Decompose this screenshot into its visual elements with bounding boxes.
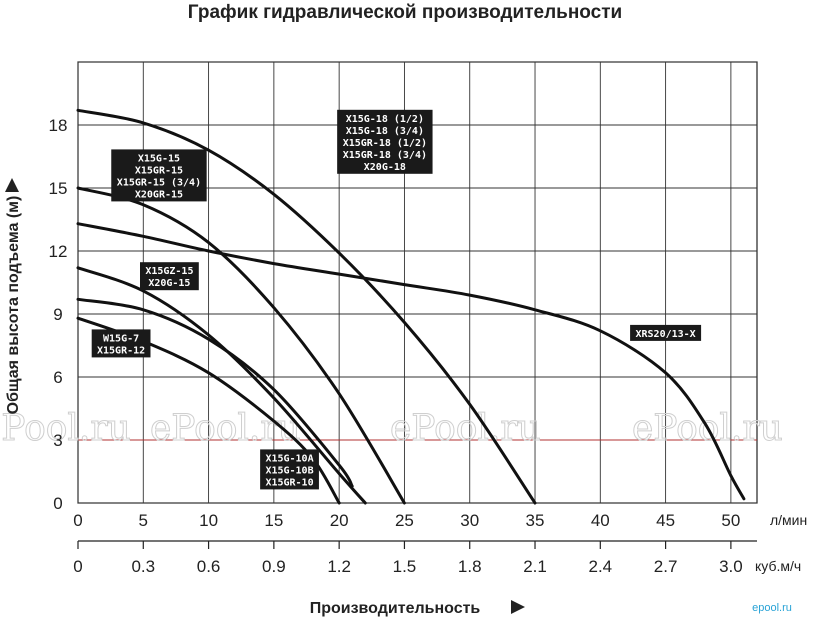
series-label-5: XRS20/13-X [630, 324, 702, 341]
x-tick-label-10: 50 [721, 511, 740, 530]
y-tick-label-3: 9 [53, 305, 62, 324]
series-line-3 [76, 266, 367, 505]
x-unit-label: л/мин [770, 512, 807, 528]
series-label-text: X15G-10B [265, 465, 313, 476]
series-label-text: XRS20/13-X [635, 329, 695, 340]
chart-title: График гидравлической производительности [188, 2, 622, 23]
series-line-2 [76, 222, 746, 501]
x-tick-label-0: 0 [73, 511, 82, 530]
series-label-text: X15GR-15 (3/4) [117, 177, 201, 188]
series-label-text: X15GR-18 (3/4) [343, 150, 427, 161]
y-tick-label-2: 6 [53, 368, 62, 387]
y-tick-label-1: 3 [53, 431, 62, 450]
y-tick-label-6: 18 [49, 116, 68, 135]
x-tick-label-8: 40 [591, 511, 610, 530]
ticks: 0 5 10 15 20 25 30 35 40 45 50 0 3 6 9 12 15 18 [49, 116, 741, 530]
watermark-2: ePool.ru [390, 408, 541, 449]
series-label-text: X15GR-10 [265, 477, 313, 488]
series-label-box [111, 149, 207, 202]
series-label-box [630, 324, 702, 341]
secondary-x-axis: 0 0.3 0.6 0.9 1.2 1.5 1.8 2.1 2.4 2.7 3.0 [73, 540, 757, 576]
x-tick-label-4: 20 [330, 511, 349, 530]
series-label-text: W15G-7 [103, 333, 139, 344]
series-line-0 [76, 108, 537, 505]
x2-tick-label-3: 0.9 [262, 557, 286, 576]
series-label-text: X15G-18 (1/2) [346, 114, 424, 125]
brand-mark: epool.ru [752, 602, 792, 614]
series-label-text: X20G-15 [148, 278, 190, 289]
y-axis-arrow-icon [5, 178, 19, 192]
y-tick-label-0: 0 [53, 494, 62, 513]
series-label-box [260, 449, 319, 490]
series-label-0: X15G-18 (1/2)X15G-18 (3/4)X15GR-18 (1/2)… [337, 109, 433, 174]
series-label-text: X15G-15 [138, 153, 180, 164]
watermark-0: ePool.ru [0, 408, 131, 449]
watermark-1: ePool.ru [150, 408, 301, 449]
series-label-text: X15GR-18 (1/2) [343, 138, 427, 149]
y-tick-label-5: 15 [49, 179, 68, 198]
series-label-text: X15G-18 (3/4) [346, 126, 424, 137]
x2-tick-label-0: 0 [73, 557, 82, 576]
x-tick-label-7: 35 [526, 511, 545, 530]
x-tick-label-6: 30 [460, 511, 479, 530]
x-axis-title: Производительность [310, 600, 481, 617]
x2-tick-label-10: 3.0 [719, 557, 743, 576]
x2-tick-label-5: 1.5 [393, 557, 417, 576]
series-label-text: X20GR-15 [135, 189, 183, 200]
series-label-text: X15GZ-15 [145, 266, 193, 277]
x2-tick-label-8: 2.4 [588, 557, 612, 576]
x2-tick-label-4: 1.2 [327, 557, 351, 576]
x2-tick-label-2: 0.6 [197, 557, 221, 576]
x-axis-arrow-icon [511, 600, 525, 614]
x-tick-label-2: 10 [199, 511, 218, 530]
series-label-text: X20G-18 [364, 162, 406, 173]
x2-tick-label-7: 2.1 [523, 557, 547, 576]
series-line-1 [76, 186, 406, 505]
x2-tick-label-6: 1.8 [458, 557, 482, 576]
x-tick-label-9: 45 [656, 511, 675, 530]
x-tick-label-3: 15 [264, 511, 283, 530]
series-label-text: X15GR-15 [135, 165, 183, 176]
x2-tick-label-9: 2.7 [654, 557, 678, 576]
x-tick-label-5: 25 [395, 511, 414, 530]
x2-tick-label-1: 0.3 [131, 557, 155, 576]
series-label-box [140, 262, 199, 291]
series-label-box [91, 329, 151, 358]
x-tick-label-1: 5 [139, 511, 148, 530]
x2-unit-label: куб.м/ч [755, 558, 801, 574]
series-line-4 [76, 297, 354, 488]
series-labels: X15G-18 (1/2)X15G-18 (3/4)X15GR-18 (1/2)… [91, 109, 702, 490]
y-tick-label-4: 12 [49, 242, 68, 261]
y-axis-title: Общая высота подъема (м) [5, 196, 22, 415]
series-label-text: X15G-10A [265, 453, 313, 464]
series-label-box [337, 109, 433, 174]
series-label-text: X15GR-12 [97, 345, 145, 356]
